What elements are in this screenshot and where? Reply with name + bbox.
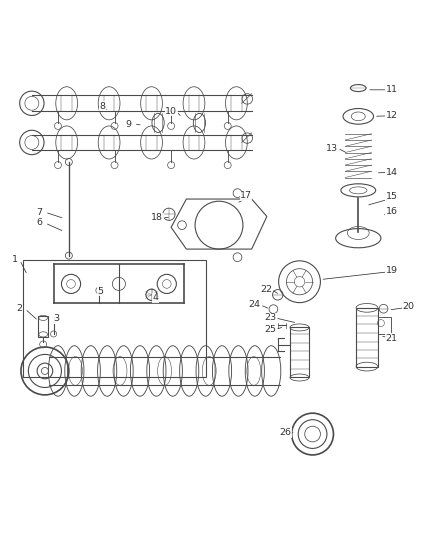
- Text: 21: 21: [386, 334, 398, 343]
- Text: 8: 8: [99, 102, 106, 111]
- Text: 14: 14: [386, 167, 398, 176]
- Text: 17: 17: [240, 191, 252, 200]
- Text: 10: 10: [165, 107, 177, 116]
- Text: 9: 9: [125, 120, 131, 128]
- Bar: [356, 308, 378, 367]
- Bar: [290, 327, 309, 377]
- Text: 24: 24: [249, 300, 261, 309]
- Bar: [39, 316, 48, 336]
- Text: 20: 20: [403, 302, 414, 311]
- Text: 1: 1: [11, 255, 18, 264]
- Text: 18: 18: [151, 213, 163, 222]
- Text: 16: 16: [386, 207, 398, 216]
- Text: 7: 7: [37, 207, 42, 216]
- Text: 11: 11: [386, 85, 398, 94]
- Text: 22: 22: [260, 285, 272, 294]
- Text: 2: 2: [17, 304, 23, 313]
- Text: 26: 26: [279, 428, 291, 437]
- Text: 4: 4: [153, 293, 159, 302]
- Text: 19: 19: [386, 266, 398, 276]
- Text: 13: 13: [326, 143, 338, 152]
- Bar: [378, 317, 391, 334]
- Text: 12: 12: [386, 111, 398, 120]
- Text: 6: 6: [37, 219, 42, 228]
- Text: 3: 3: [53, 314, 59, 323]
- Bar: [23, 260, 206, 377]
- Text: 25: 25: [264, 325, 276, 334]
- Text: 5: 5: [98, 287, 104, 296]
- Text: 15: 15: [386, 192, 398, 201]
- Text: 23: 23: [264, 313, 276, 322]
